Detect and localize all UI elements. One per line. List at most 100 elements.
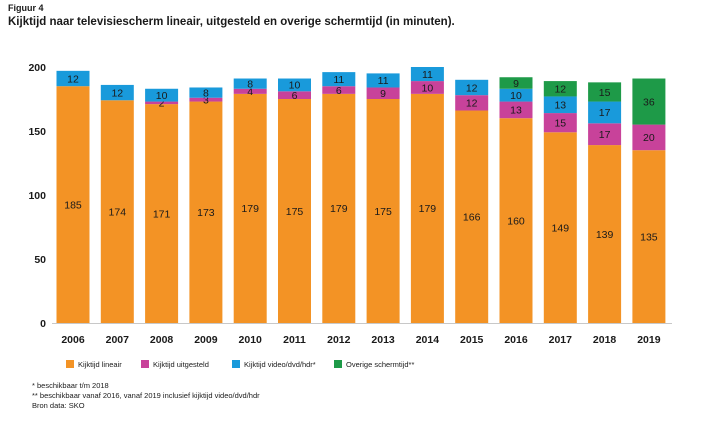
data-label: 179	[419, 203, 437, 215]
data-label: 10	[422, 82, 434, 94]
y-tick-label: 50	[34, 254, 46, 266]
y-tick-label: 100	[28, 190, 46, 202]
data-label: 17	[599, 129, 611, 141]
data-label: 179	[330, 203, 348, 215]
x-tick-label: 2016	[504, 334, 528, 346]
data-label: 149	[552, 222, 570, 234]
data-label: 6	[336, 85, 342, 97]
bar-segment	[499, 77, 533, 89]
data-label: 9	[513, 78, 519, 90]
legend-swatch	[141, 360, 149, 368]
data-label: 174	[109, 206, 127, 218]
legend-label: Kijktijd uitgesteld	[153, 360, 209, 369]
bar-segment	[499, 101, 533, 119]
data-label: 12	[554, 84, 566, 96]
bar-segment	[100, 100, 134, 323]
bar-segment	[366, 99, 400, 323]
data-label: 12	[466, 98, 478, 110]
data-label: 139	[596, 229, 614, 241]
legend-swatch	[232, 360, 240, 368]
bar-segment	[233, 93, 267, 323]
data-label: 175	[374, 206, 392, 218]
data-label: 15	[599, 87, 611, 99]
x-tick-label: 2010	[239, 334, 263, 346]
data-label: 15	[554, 117, 566, 129]
data-label: 3	[203, 94, 209, 106]
x-tick-label: 2011	[283, 334, 306, 346]
data-label: 173	[197, 207, 215, 219]
data-label: 11	[378, 75, 389, 87]
bar-segment	[455, 110, 489, 324]
bar-segment	[145, 88, 179, 102]
x-tick-label: 2018	[593, 334, 617, 346]
footnote-1: * beschikbaar t/m 2018	[32, 381, 109, 390]
x-tick-label: 2013	[371, 334, 395, 346]
x-tick-label: 2012	[327, 334, 351, 346]
data-label: 9	[380, 88, 386, 100]
bar-segment	[56, 86, 90, 323]
data-label: 11	[422, 69, 433, 81]
data-label: 12	[111, 87, 123, 99]
data-label: 17	[599, 107, 611, 119]
bar-segment	[588, 123, 622, 146]
figure-label: Figuur 4	[8, 3, 44, 13]
bar-segment	[632, 124, 666, 151]
y-tick-label: 0	[40, 318, 46, 330]
data-label: 175	[286, 206, 304, 218]
x-tick-label: 2015	[460, 334, 484, 346]
bar-segment	[543, 132, 577, 323]
data-label: 12	[67, 73, 79, 85]
bar-segment	[189, 87, 223, 98]
bar-segment	[632, 78, 666, 125]
x-tick-label: 2006	[61, 334, 85, 346]
footnotes: * beschikbaar t/m 2018 ** beschikbaar va…	[32, 381, 260, 411]
data-label: 2	[159, 98, 165, 110]
bar-segment	[145, 101, 179, 105]
stacked-bar-chart: 0501001502001851220061741220071712102008…	[28, 62, 672, 369]
y-tick-label: 200	[28, 62, 46, 74]
bar-segment	[56, 70, 90, 87]
bar-segment	[410, 67, 444, 82]
bar-segment	[278, 78, 311, 92]
data-label: 8	[203, 87, 209, 99]
bar-segment	[100, 84, 134, 101]
bar-segment	[632, 150, 666, 323]
bar-segment	[588, 145, 622, 323]
bar-segment	[189, 97, 223, 102]
bar-segment	[233, 88, 267, 94]
bar-segment	[233, 78, 267, 89]
legend-label: Kijktijd video/dvd/hdr*	[244, 360, 316, 369]
legend-swatch	[66, 360, 74, 368]
legend-label: Kijktijd lineair	[78, 360, 122, 369]
bar-segment	[588, 82, 622, 102]
bar-segment	[543, 113, 577, 133]
bar-segment	[455, 95, 489, 111]
data-label: 20	[643, 132, 655, 144]
bar-segment	[189, 101, 223, 323]
data-label: 135	[640, 231, 658, 243]
bar-segment	[322, 72, 356, 87]
data-label: 179	[241, 203, 259, 215]
data-label: 4	[247, 86, 253, 98]
data-label: 160	[507, 215, 525, 227]
x-tick-label: 2019	[637, 334, 661, 346]
data-label: 171	[153, 208, 171, 220]
data-label: 10	[510, 90, 522, 102]
data-label: 6	[292, 90, 298, 102]
data-label: 13	[554, 100, 566, 112]
data-label: 185	[64, 199, 82, 211]
bar-segment	[322, 93, 356, 323]
x-tick-label: 2007	[106, 334, 130, 346]
x-tick-label: 2014	[416, 334, 440, 346]
x-tick-label: 2017	[549, 334, 573, 346]
x-tick-label: 2009	[194, 334, 218, 346]
y-tick-label: 150	[28, 126, 46, 138]
data-label: 10	[156, 90, 168, 102]
footnote-source: Bron data: SKO	[32, 401, 85, 410]
legend-swatch	[334, 360, 342, 368]
bar-segment	[410, 81, 444, 94]
data-label: 13	[510, 105, 522, 117]
legend: Kijktijd lineair Kijktijd uitgesteld Kijkt…	[66, 360, 414, 369]
bar-segment	[366, 87, 400, 99]
data-label: 8	[247, 78, 253, 90]
